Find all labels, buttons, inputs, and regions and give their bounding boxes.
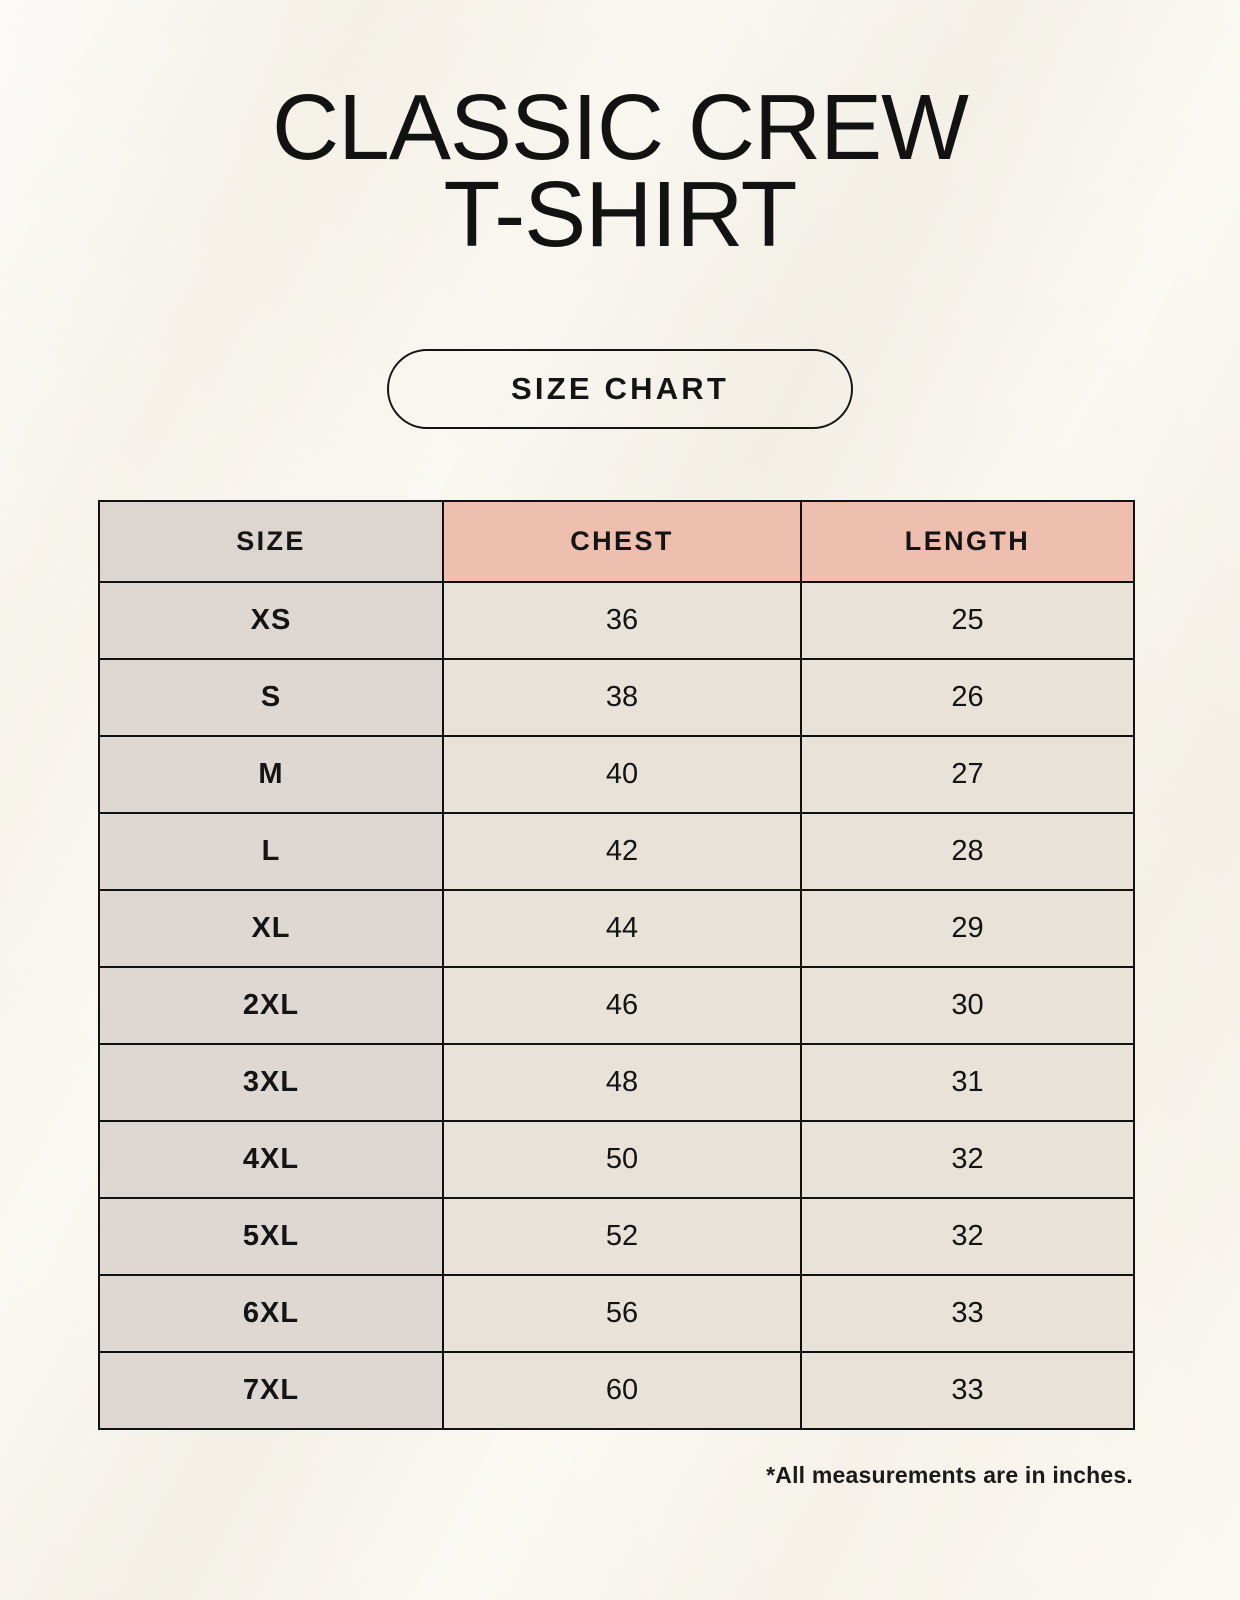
cell-length: 25 xyxy=(800,581,1135,660)
cell-chest: 40 xyxy=(442,735,802,814)
cell-size: XS xyxy=(98,581,444,660)
cell-length: 33 xyxy=(800,1351,1135,1430)
table-row: L 42 28 xyxy=(98,812,1135,891)
cell-length: 32 xyxy=(800,1120,1135,1199)
size-table-body: XS 36 25 S 38 26 M 40 27 L 42 28 XL 44 29 2XL 46 30 3XL 48 3… xyxy=(98,581,1135,1430)
cell-size: M xyxy=(98,735,444,814)
cell-length: 26 xyxy=(800,658,1135,737)
cell-length: 28 xyxy=(800,812,1135,891)
column-header-chest: CHEST xyxy=(442,500,802,583)
cell-chest: 38 xyxy=(442,658,802,737)
cell-chest: 42 xyxy=(442,812,802,891)
cell-length: 32 xyxy=(800,1197,1135,1276)
table-header-row: SIZE CHEST LENGTH xyxy=(98,500,1135,583)
cell-size: 2XL xyxy=(98,966,444,1045)
cell-size: S xyxy=(98,658,444,737)
cell-chest: 60 xyxy=(442,1351,802,1430)
cell-chest: 48 xyxy=(442,1043,802,1122)
cell-chest: 46 xyxy=(442,966,802,1045)
size-table: SIZE CHEST LENGTH XS 36 25 S 38 26 M 40 27 L 42 28 X… xyxy=(98,500,1135,1430)
cell-size: L xyxy=(98,812,444,891)
cell-length: 27 xyxy=(800,735,1135,814)
cell-size: 5XL xyxy=(98,1197,444,1276)
table-row: XS 36 25 xyxy=(98,581,1135,660)
badge-container: SIZE CHART xyxy=(0,349,1240,429)
table-row: 3XL 48 31 xyxy=(98,1043,1135,1122)
cell-chest: 56 xyxy=(442,1274,802,1353)
table-row: XL 44 29 xyxy=(98,889,1135,968)
cell-size: 3XL xyxy=(98,1043,444,1122)
cell-chest: 50 xyxy=(442,1120,802,1199)
cell-size: 7XL xyxy=(98,1351,444,1430)
cell-size: 6XL xyxy=(98,1274,444,1353)
table-row: 7XL 60 33 xyxy=(98,1351,1135,1430)
table-row: 5XL 52 32 xyxy=(98,1197,1135,1276)
column-header-length: LENGTH xyxy=(800,500,1135,583)
size-table-head: SIZE CHEST LENGTH xyxy=(98,500,1135,583)
measurements-footnote: *All measurements are in inches. xyxy=(766,1462,1133,1488)
cell-length: 29 xyxy=(800,889,1135,968)
table-row: 4XL 50 32 xyxy=(98,1120,1135,1199)
table-row: 6XL 56 33 xyxy=(98,1274,1135,1353)
cell-chest: 44 xyxy=(442,889,802,968)
table-row: 2XL 46 30 xyxy=(98,966,1135,1045)
cell-chest: 36 xyxy=(442,581,802,660)
column-header-size: SIZE xyxy=(98,500,444,583)
page-title: CLASSIC CREW T-SHIRT xyxy=(0,81,1240,267)
cell-size: XL xyxy=(98,889,444,968)
page-title-line-2: T-SHIRT xyxy=(443,162,798,267)
size-table-container: SIZE CHEST LENGTH XS 36 25 S 38 26 M 40 27 L 42 28 X… xyxy=(98,500,1135,1430)
cell-chest: 52 xyxy=(442,1197,802,1276)
page-title-line-1: CLASSIC CREW xyxy=(272,75,969,179)
cell-length: 30 xyxy=(800,966,1135,1045)
table-row: S 38 26 xyxy=(98,658,1135,737)
cell-length: 31 xyxy=(800,1043,1135,1122)
cell-length: 33 xyxy=(800,1274,1135,1353)
cell-size: 4XL xyxy=(98,1120,444,1199)
table-row: M 40 27 xyxy=(98,735,1135,814)
size-chart-badge: SIZE CHART xyxy=(387,349,853,429)
size-chart-badge-label: SIZE CHART xyxy=(511,371,729,406)
